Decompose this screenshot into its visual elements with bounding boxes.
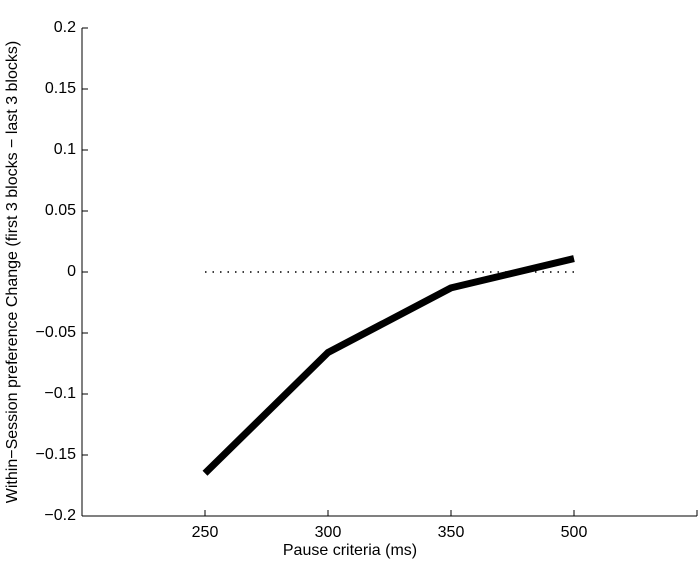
x-tick-label: 250	[192, 524, 219, 541]
y-tick-label: −0.2	[44, 507, 76, 524]
x-tick-label: 350	[438, 524, 465, 541]
y-tick-label: 0.05	[45, 202, 76, 219]
y-axis-label: Within−Session preference Change (first …	[4, 41, 21, 503]
y-tick-label: 0.15	[45, 80, 76, 97]
line	[202, 255, 575, 476]
y-tick-label: −0.1	[44, 385, 76, 402]
y-tick-label: −0.05	[36, 324, 77, 341]
x-tick-label: 300	[315, 524, 342, 541]
x-axis-label: Pause criteria (ms)	[283, 542, 417, 559]
y-tick-label: 0.2	[54, 19, 76, 36]
y-tick-label: 0.1	[54, 141, 76, 158]
x-tick-label: 500	[561, 524, 588, 541]
y-tick-label: −0.15	[36, 446, 77, 463]
y-tick-label: 0	[67, 263, 76, 280]
